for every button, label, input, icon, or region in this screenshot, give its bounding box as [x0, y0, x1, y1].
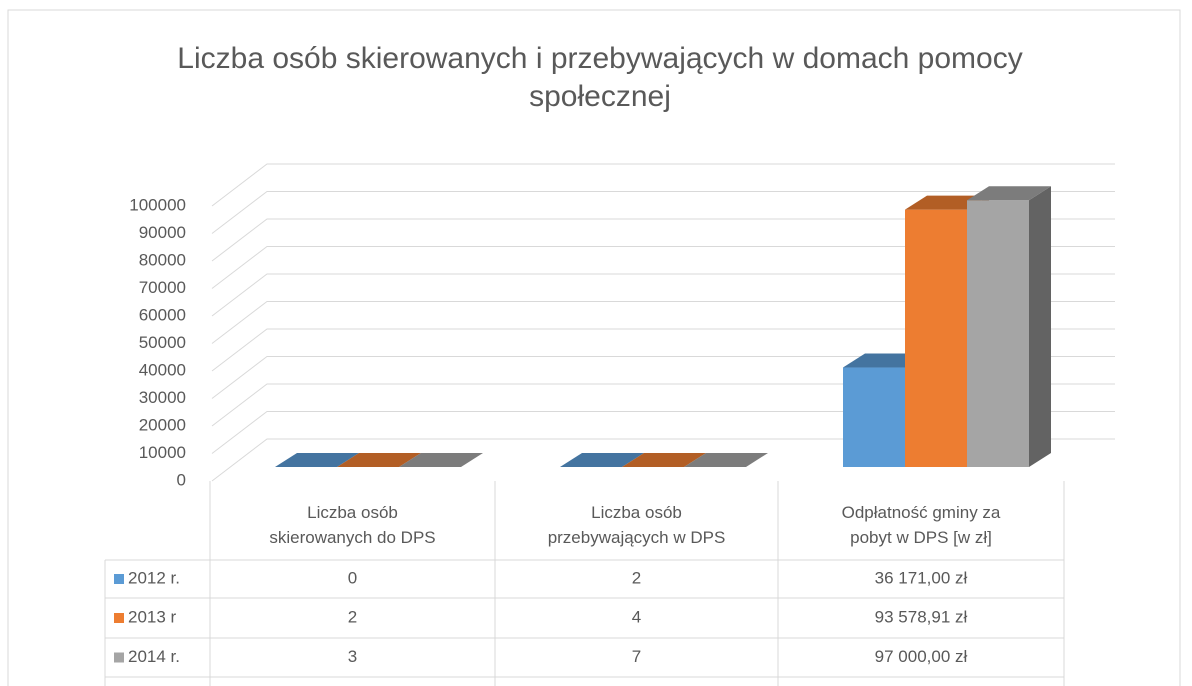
legend-label: 2013 r: [128, 607, 177, 626]
table-value: 2: [348, 607, 357, 626]
bar-side: [461, 452, 483, 467]
bar: [275, 453, 359, 467]
table-value: 7: [632, 647, 641, 666]
chart-frame: [7, 9, 1181, 686]
bar-top: [560, 452, 644, 467]
grid-line: [211, 356, 1115, 399]
legend-swatch: [114, 574, 124, 584]
y-tick-label: 90000: [139, 223, 186, 242]
bar-side: [1029, 186, 1051, 467]
y-tick-label: 80000: [139, 250, 186, 269]
bar-top: [275, 453, 359, 467]
bar-top: [684, 452, 768, 467]
bar: [399, 452, 483, 467]
table-value: 0: [348, 568, 357, 587]
table-value: 3: [348, 647, 357, 666]
category-label: Liczba osób skierowanych do DPS: [269, 503, 436, 547]
grid-line: [211, 438, 1115, 482]
bar-top: [399, 452, 483, 467]
table-value: 97 000,00 zł: [875, 647, 968, 666]
y-tick-label: 70000: [139, 278, 186, 297]
table-value: 2: [632, 568, 641, 587]
legend-swatch: [114, 652, 124, 663]
y-tick-label: 50000: [139, 333, 186, 352]
y-tick-label: 40000: [139, 360, 186, 379]
grid-line: [211, 218, 1115, 262]
bar-side: [746, 452, 768, 467]
grid-line: [211, 328, 1115, 372]
y-tick-label: 100000: [129, 195, 186, 214]
bar-top: [967, 186, 1051, 201]
bar-top: [622, 452, 706, 467]
bar-face: [905, 209, 967, 467]
grid-line: [211, 246, 1115, 289]
category-label: Odpłatność gminy za pobyt w DPS [w zł]: [841, 503, 1001, 547]
category-label: Liczba osób przebywających w DPS: [547, 503, 726, 547]
legend-label: 2014 r.: [128, 647, 180, 666]
grid-line: [211, 273, 1115, 317]
y-tick-label: 60000: [139, 305, 186, 324]
grid-line: [211, 163, 1115, 207]
legend-swatch: [114, 613, 124, 623]
bar-face: [843, 367, 905, 467]
grid-line: [211, 383, 1115, 427]
bar-top: [337, 452, 421, 467]
bar: [684, 452, 768, 467]
grid-line: [211, 191, 1115, 234]
table-value: 4: [632, 607, 641, 626]
y-tick-label: 20000: [139, 415, 186, 434]
y-tick-label: 0: [177, 470, 186, 489]
y-tick-label: 30000: [139, 388, 186, 407]
grid-line: [211, 301, 1115, 344]
chart-title: Liczba osób skierowanych i przebywającyc…: [177, 42, 1023, 113]
table-value: 93 578,91 zł: [875, 607, 968, 626]
legend-label: 2012 r.: [128, 568, 180, 587]
bar: [967, 186, 1051, 467]
grid-line: [211, 411, 1115, 454]
y-tick-label: 10000: [139, 443, 186, 462]
table-value: 36 171,00 zł: [875, 568, 968, 587]
bar-face: [967, 200, 1029, 467]
